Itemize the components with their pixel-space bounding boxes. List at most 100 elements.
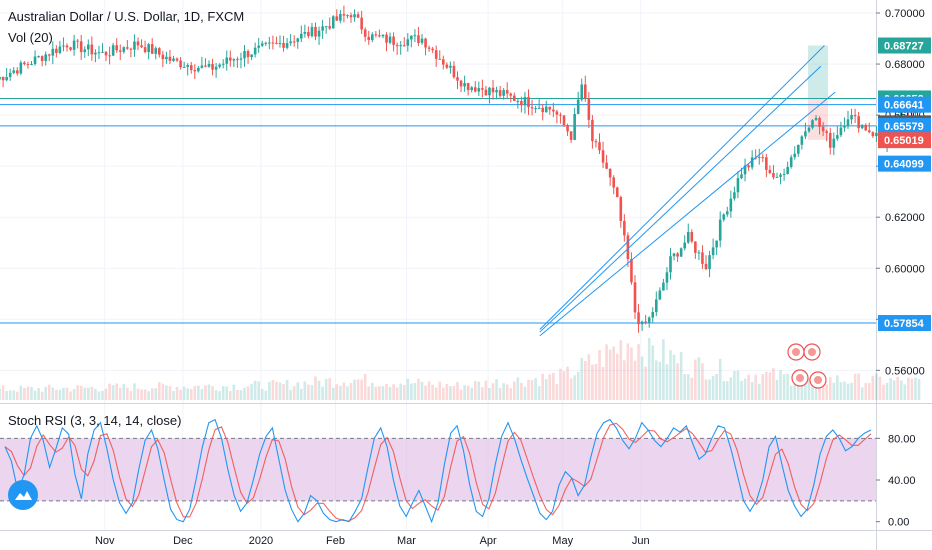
candle[interactable] [339, 14, 342, 21]
candle[interactable] [260, 43, 264, 46]
candle[interactable] [257, 45, 260, 48]
candle[interactable] [463, 83, 466, 87]
candle[interactable] [576, 99, 580, 114]
candle[interactable] [150, 44, 154, 54]
candle[interactable] [300, 33, 303, 39]
candle[interactable] [253, 47, 257, 55]
candle[interactable] [331, 16, 335, 29]
candle[interactable] [140, 45, 143, 48]
candle[interactable] [544, 106, 548, 113]
candle[interactable] [516, 100, 520, 102]
candle[interactable] [548, 106, 552, 110]
candle[interactable] [821, 126, 825, 132]
candle[interactable] [573, 113, 576, 140]
candle[interactable] [591, 119, 594, 142]
candle[interactable] [179, 60, 182, 68]
candle[interactable] [268, 42, 271, 44]
candle[interactable] [562, 115, 566, 125]
candle[interactable] [836, 135, 839, 139]
candle[interactable] [686, 231, 690, 243]
candle[interactable] [743, 165, 747, 175]
candle[interactable] [733, 192, 736, 199]
candle[interactable] [388, 36, 392, 43]
candle[interactable] [555, 111, 559, 115]
candle[interactable] [633, 282, 637, 313]
candle[interactable] [8, 72, 12, 77]
candle[interactable] [608, 168, 612, 178]
candle[interactable] [16, 70, 19, 74]
candle[interactable] [417, 35, 420, 43]
candle[interactable] [97, 52, 101, 54]
candle[interactable] [456, 77, 459, 81]
candle[interactable] [782, 173, 786, 175]
candle[interactable] [442, 59, 445, 65]
candle[interactable] [23, 62, 26, 65]
candle[interactable] [374, 34, 378, 36]
candle[interactable] [392, 36, 395, 45]
candle[interactable] [19, 62, 23, 74]
candle[interactable] [314, 26, 317, 37]
candle[interactable] [356, 14, 360, 18]
candle[interactable] [761, 157, 765, 159]
candle[interactable] [271, 42, 275, 44]
candle[interactable] [789, 157, 793, 167]
candle[interactable] [434, 50, 438, 59]
candle[interactable] [825, 131, 828, 133]
trend-lines[interactable] [539, 45, 836, 337]
candles[interactable] [0, 5, 921, 333]
candle[interactable] [676, 253, 679, 257]
candle[interactable] [420, 38, 424, 43]
candle[interactable] [243, 51, 246, 59]
candle[interactable] [79, 41, 83, 53]
candle[interactable] [168, 56, 172, 61]
candle[interactable] [818, 117, 821, 127]
candle[interactable] [466, 83, 470, 91]
candle[interactable] [488, 87, 491, 96]
candle[interactable] [626, 235, 630, 260]
candle[interactable] [410, 35, 413, 40]
candle[interactable] [637, 312, 640, 325]
candle[interactable] [477, 88, 481, 92]
candle[interactable] [427, 47, 431, 49]
candle[interactable] [715, 240, 718, 248]
candle[interactable] [395, 44, 399, 47]
candle[interactable] [310, 26, 314, 37]
candle[interactable] [367, 36, 371, 40]
candle[interactable] [378, 35, 381, 37]
candle[interactable] [158, 48, 161, 55]
candle[interactable] [868, 130, 871, 133]
candle[interactable] [129, 48, 133, 50]
candle[interactable] [850, 115, 853, 120]
candle[interactable] [413, 35, 417, 37]
candle[interactable] [431, 48, 434, 51]
candle[interactable] [101, 51, 104, 53]
candle[interactable] [44, 54, 47, 62]
candle[interactable] [55, 48, 58, 53]
horizontal-lines[interactable] [0, 97, 876, 324]
candle[interactable] [853, 115, 857, 117]
candle[interactable] [498, 90, 502, 96]
candle[interactable] [197, 67, 200, 72]
candle[interactable] [147, 44, 150, 53]
candle[interactable] [559, 114, 562, 116]
trend-line[interactable] [539, 65, 822, 333]
candle[interactable] [165, 56, 168, 60]
time-axis[interactable]: Nov Dec 2020 Feb Mar Apr May Jun [95, 535, 650, 547]
tradingview-logo-icon[interactable] [8, 480, 38, 510]
trend-line[interactable] [539, 91, 836, 337]
candle[interactable] [292, 41, 296, 43]
candle[interactable] [644, 321, 647, 323]
candle[interactable] [864, 124, 868, 131]
candle[interactable] [87, 44, 90, 50]
candle[interactable] [630, 259, 633, 283]
candle[interactable] [385, 34, 388, 43]
candle[interactable] [317, 30, 321, 37]
candle[interactable] [289, 41, 292, 44]
trend-line[interactable] [539, 45, 825, 330]
candle[interactable] [797, 144, 800, 154]
candle[interactable] [452, 65, 456, 78]
candle[interactable] [126, 47, 129, 49]
candle[interactable] [729, 198, 733, 212]
candle[interactable] [445, 64, 449, 68]
candle[interactable] [122, 47, 126, 52]
